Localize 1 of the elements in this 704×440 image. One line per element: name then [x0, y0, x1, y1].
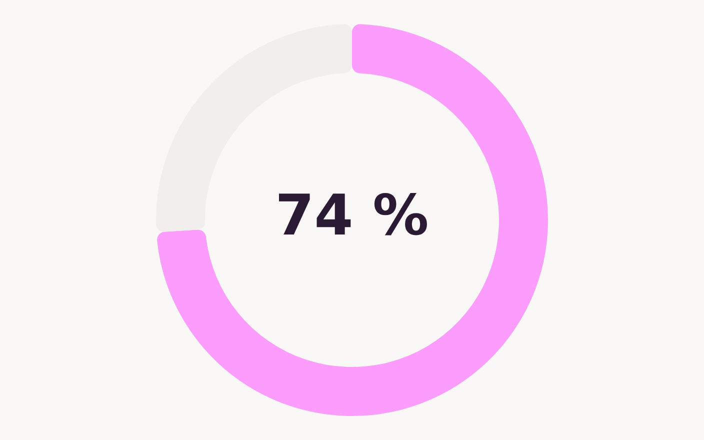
data-label: 74 %: [275, 184, 429, 249]
